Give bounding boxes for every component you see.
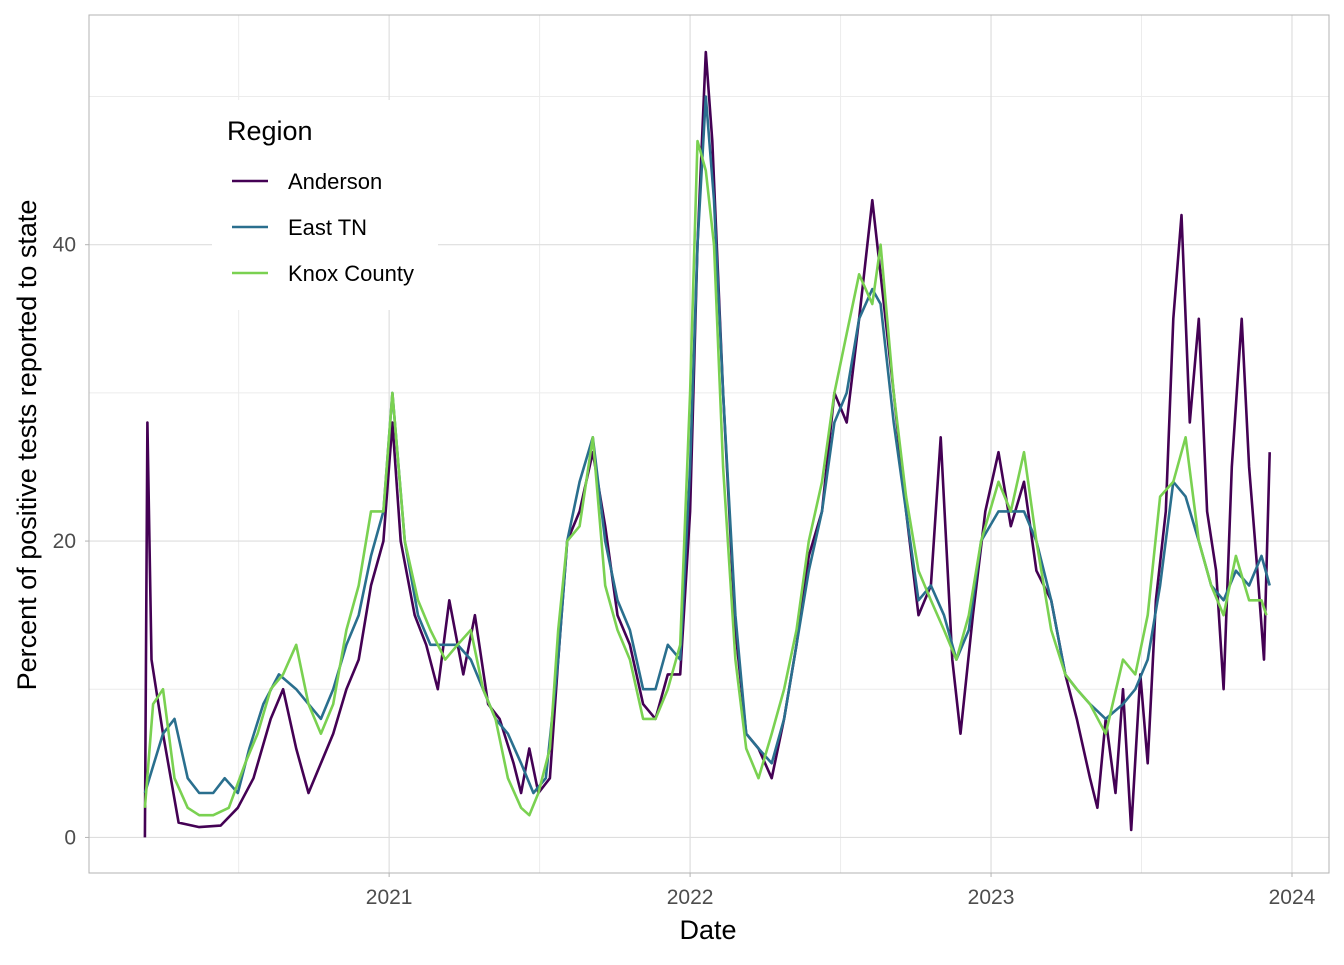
legend-item-knox-county: Knox County — [232, 261, 414, 286]
y-axis: 0 20 40 — [53, 234, 89, 849]
y-tick-label: 0 — [64, 826, 76, 849]
legend-label: Knox County — [288, 261, 414, 286]
legend-label: East TN — [288, 215, 367, 240]
x-tick-label: 2022 — [667, 886, 714, 909]
series-lines — [143, 50, 1271, 838]
legend-label: Anderson — [288, 169, 382, 194]
legend-title: Region — [227, 116, 313, 146]
legend-item-anderson: Anderson — [232, 169, 382, 194]
x-tick-label: 2023 — [968, 886, 1015, 909]
x-axis: 2021 2022 2023 2024 — [366, 873, 1316, 909]
y-tick-label: 20 — [53, 530, 76, 553]
series-line-knox-county — [143, 139, 1268, 817]
legend-background — [212, 100, 438, 310]
x-tick-label: 2024 — [1269, 886, 1316, 909]
x-axis-label: Date — [679, 915, 736, 945]
legend: Region Anderson East TN Knox County — [212, 100, 438, 310]
y-tick-label: 40 — [53, 234, 76, 257]
x-tick-label: 2021 — [366, 886, 413, 909]
y-axis-label: Percent of positive tests reported to st… — [12, 200, 42, 691]
legend-item-east-tn: East TN — [232, 215, 367, 240]
panel-border — [88, 14, 1330, 874]
